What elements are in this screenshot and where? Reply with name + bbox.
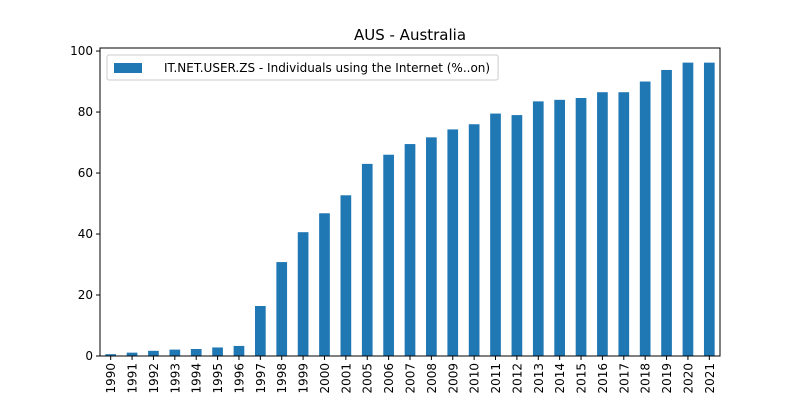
bar-1994 xyxy=(190,348,202,356)
x-tick-label: 2019 xyxy=(660,363,674,394)
bar-1990 xyxy=(105,354,117,356)
x-tick-label: 1999 xyxy=(297,363,311,394)
x-tick-label: 2000 xyxy=(318,363,332,394)
x-tick-label: 2005 xyxy=(361,363,375,394)
x-tick-label: 1994 xyxy=(190,363,204,394)
bar-2017 xyxy=(618,92,630,356)
x-tick-label: 2016 xyxy=(596,363,610,394)
legend-label: IT.NET.USER.ZS - Individuals using the I… xyxy=(164,61,490,75)
x-tick-label: 1991 xyxy=(126,363,140,394)
bar-1995 xyxy=(212,347,223,356)
bar-2010 xyxy=(468,124,480,357)
bar-1992 xyxy=(148,350,159,356)
legend: IT.NET.USER.ZS - Individuals using the I… xyxy=(106,54,499,81)
bar-2015 xyxy=(575,98,587,356)
x-tick-label: 2014 xyxy=(553,363,567,394)
bar-2009 xyxy=(447,129,459,356)
x-tick-label: 2015 xyxy=(575,363,589,394)
legend-swatch xyxy=(114,63,142,73)
bar-2012 xyxy=(511,115,523,356)
x-tick-label: 2011 xyxy=(489,363,503,394)
bar-2021 xyxy=(703,62,715,356)
bar-2007 xyxy=(404,144,416,356)
x-tick-label: 2018 xyxy=(639,363,653,394)
x-tick-label: 1996 xyxy=(232,363,246,394)
bar-2001 xyxy=(340,195,352,356)
bar-2016 xyxy=(597,92,608,356)
x-tick-label: 1995 xyxy=(211,363,225,394)
x-tick-label: 2007 xyxy=(404,363,418,394)
bar-1997 xyxy=(255,305,266,356)
y-tick-label: 20 xyxy=(78,288,93,302)
bar-2020 xyxy=(682,62,694,356)
bar-2014 xyxy=(554,99,565,356)
y-tick-label: 100 xyxy=(70,44,93,58)
bars-group xyxy=(105,62,715,357)
bar-2008 xyxy=(426,137,437,356)
bar-2013 xyxy=(532,101,544,357)
bar-2019 xyxy=(661,69,672,357)
chart-title: AUS - Australia xyxy=(354,26,466,44)
x-tick-label: 1990 xyxy=(104,363,118,394)
x-tick-label: 2021 xyxy=(703,363,717,394)
bar-1991 xyxy=(126,352,138,356)
x-tick-label: 2009 xyxy=(446,363,460,394)
x-tick-label: 2012 xyxy=(510,363,524,394)
x-tick-label: 2008 xyxy=(425,363,439,394)
x-tick-label: 1993 xyxy=(168,363,182,394)
y-axis: 0 20 40 60 80 100 xyxy=(70,44,100,363)
bar-2011 xyxy=(490,113,501,356)
y-tick-label: 80 xyxy=(78,105,93,119)
bar-2000 xyxy=(319,213,330,356)
bar-1993 xyxy=(169,349,181,356)
x-tick-label: 2017 xyxy=(617,363,631,394)
bar-1998 xyxy=(276,262,288,356)
x-tick-label: 1998 xyxy=(275,363,289,394)
bar-2006 xyxy=(383,154,394,356)
bar-1996 xyxy=(233,345,245,356)
y-tick-label: 40 xyxy=(78,227,93,241)
bar-2018 xyxy=(639,81,651,356)
y-tick-label: 0 xyxy=(85,349,93,363)
plot-frame xyxy=(99,47,721,357)
bar-1999 xyxy=(297,232,309,356)
x-tick-label: 1997 xyxy=(254,363,268,394)
x-tick-label: 2013 xyxy=(532,363,546,394)
x-tick-label: 2006 xyxy=(382,363,396,394)
legend-box xyxy=(106,54,499,81)
x-tick-label: 2010 xyxy=(468,363,482,394)
bar-2005 xyxy=(361,163,373,356)
y-tick-label: 60 xyxy=(78,166,93,180)
x-tick-label: 1992 xyxy=(147,363,161,394)
x-axis: 1990 1991 1992 1993 1994 1995 1996 1997 1998 1999… xyxy=(104,356,717,394)
x-tick-label: 2001 xyxy=(339,363,353,394)
x-tick-label: 2020 xyxy=(681,363,695,394)
